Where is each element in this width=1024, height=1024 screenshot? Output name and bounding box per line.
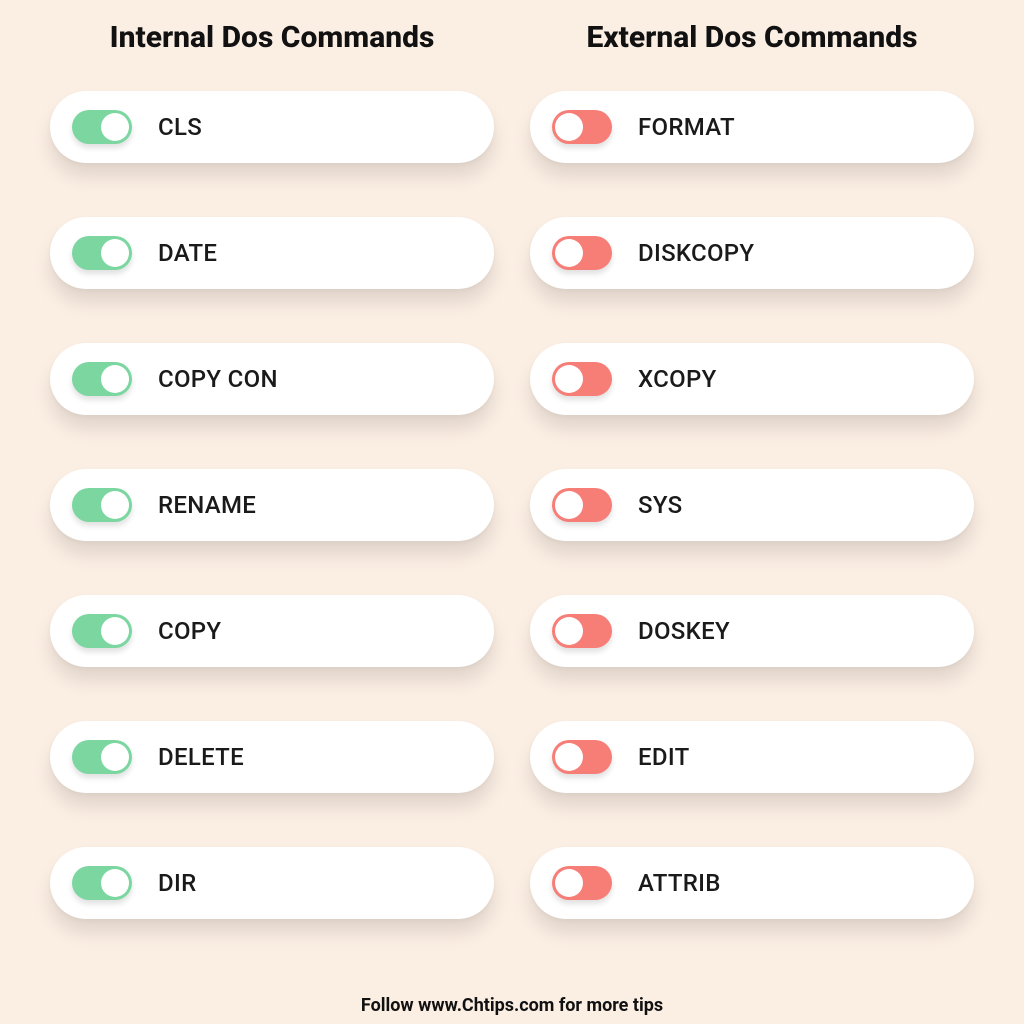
toggle-switch-on[interactable]: [72, 740, 132, 774]
list-item: COPY CON: [50, 343, 494, 415]
toggle-switch-on[interactable]: [72, 614, 132, 648]
list-item: EDIT: [530, 721, 974, 793]
command-label: FORMAT: [638, 113, 735, 141]
list-item: ATTRIB: [530, 847, 974, 919]
list-item: SYS: [530, 469, 974, 541]
list-item: DIR: [50, 847, 494, 919]
toggle-knob: [555, 365, 583, 393]
toggle-knob: [101, 491, 129, 519]
external-commands-column: External Dos Commands FORMAT DISKCOPY XC…: [530, 20, 974, 919]
list-item: COPY: [50, 595, 494, 667]
toggle-switch-off[interactable]: [552, 740, 612, 774]
list-item: CLS: [50, 91, 494, 163]
internal-column-title: Internal Dos Commands: [50, 20, 494, 55]
toggle-knob: [555, 617, 583, 645]
list-item: DOSKEY: [530, 595, 974, 667]
command-label: DIR: [158, 869, 196, 897]
command-label: DISKCOPY: [638, 239, 754, 267]
command-label: DATE: [158, 239, 217, 267]
command-label: RENAME: [158, 491, 256, 519]
toggle-switch-on[interactable]: [72, 236, 132, 270]
footer-text: Follow www.Chtips.com for more tips: [0, 995, 1024, 1016]
list-item: DELETE: [50, 721, 494, 793]
toggle-knob: [101, 239, 129, 267]
toggle-switch-off[interactable]: [552, 236, 612, 270]
toggle-knob: [101, 365, 129, 393]
command-label: CLS: [158, 113, 202, 141]
command-label: XCOPY: [638, 365, 717, 393]
command-label: COPY CON: [158, 365, 278, 393]
toggle-knob: [101, 617, 129, 645]
list-item: DISKCOPY: [530, 217, 974, 289]
list-item: DATE: [50, 217, 494, 289]
columns-container: Internal Dos Commands CLS DATE COPY CON …: [0, 0, 1024, 919]
command-label: COPY: [158, 617, 221, 645]
toggle-knob: [555, 743, 583, 771]
toggle-knob: [555, 113, 583, 141]
list-item: RENAME: [50, 469, 494, 541]
external-pill-list: FORMAT DISKCOPY XCOPY SYS DOSKEY EDIT: [530, 91, 974, 919]
toggle-switch-on[interactable]: [72, 110, 132, 144]
command-label: SYS: [638, 491, 682, 519]
external-column-title: External Dos Commands: [530, 20, 974, 55]
internal-commands-column: Internal Dos Commands CLS DATE COPY CON …: [50, 20, 494, 919]
toggle-switch-off[interactable]: [552, 866, 612, 900]
internal-pill-list: CLS DATE COPY CON RENAME COPY DELETE: [50, 91, 494, 919]
toggle-switch-on[interactable]: [72, 362, 132, 396]
toggle-knob: [101, 743, 129, 771]
command-label: ATTRIB: [638, 869, 721, 897]
toggle-knob: [101, 869, 129, 897]
command-label: DELETE: [158, 743, 244, 771]
list-item: FORMAT: [530, 91, 974, 163]
toggle-switch-off[interactable]: [552, 614, 612, 648]
command-label: EDIT: [638, 743, 690, 771]
toggle-switch-off[interactable]: [552, 110, 612, 144]
toggle-knob: [555, 491, 583, 519]
toggle-knob: [101, 113, 129, 141]
toggle-knob: [555, 869, 583, 897]
toggle-switch-off[interactable]: [552, 488, 612, 522]
command-label: DOSKEY: [638, 617, 730, 645]
list-item: XCOPY: [530, 343, 974, 415]
toggle-knob: [555, 239, 583, 267]
toggle-switch-on[interactable]: [72, 488, 132, 522]
toggle-switch-on[interactable]: [72, 866, 132, 900]
toggle-switch-off[interactable]: [552, 362, 612, 396]
